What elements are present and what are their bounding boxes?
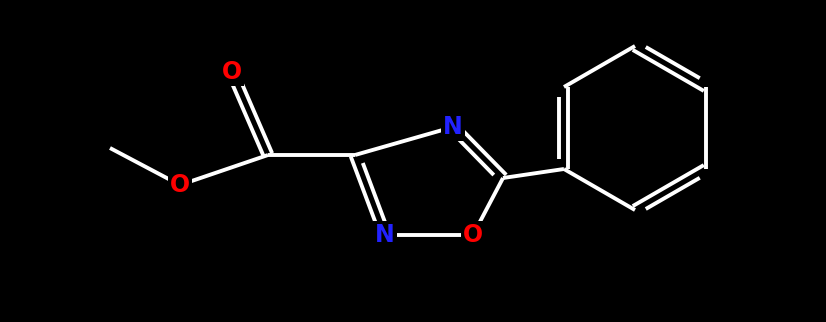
- Text: O: O: [222, 60, 242, 84]
- Text: O: O: [170, 173, 190, 197]
- Text: O: O: [463, 223, 483, 247]
- Text: N: N: [443, 115, 463, 139]
- Text: N: N: [375, 223, 395, 247]
